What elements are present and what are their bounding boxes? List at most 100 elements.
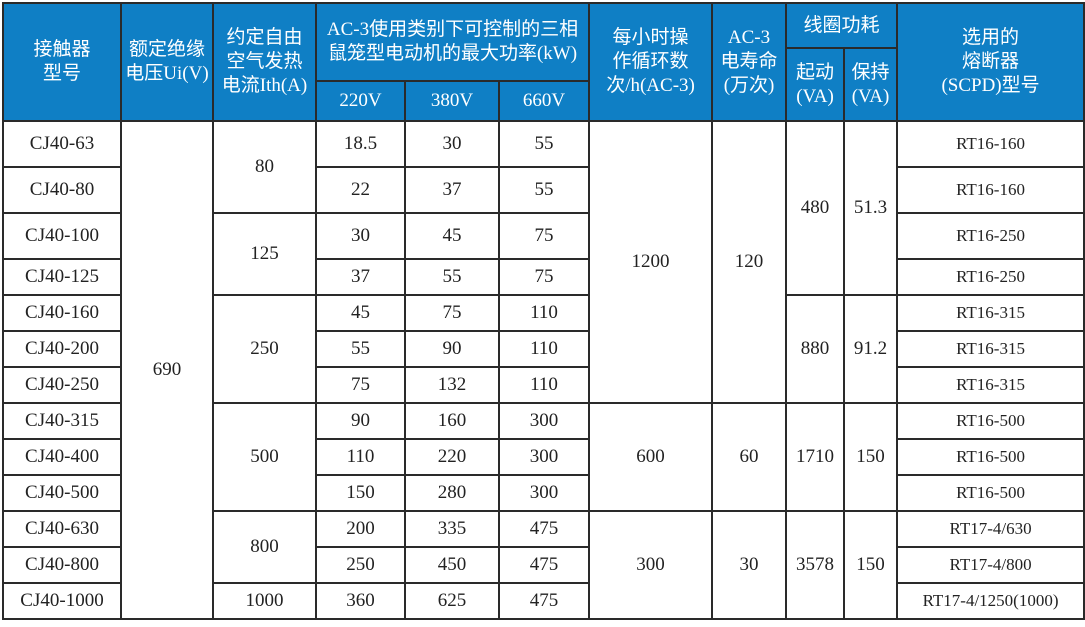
cell-model: CJ40-80 [2, 166, 122, 214]
header-220v: 220V [315, 80, 406, 122]
cell-fuse-type: RT16-160 [896, 120, 1085, 168]
cell-model: CJ40-400 [2, 438, 122, 476]
cell-fuse-type: RT17-4/630 [896, 510, 1085, 548]
cell-power-660v: 300 [497, 402, 591, 440]
cell-power-660v: 475 [497, 546, 591, 584]
cell-power-660v: 55 [497, 166, 591, 214]
cell-fuse-type: RT16-500 [896, 438, 1085, 476]
cell-ops-per-hour: 1200 [588, 120, 714, 404]
table-row: CJ40-125 37 55 75 RT16-250 [2, 258, 1085, 296]
header-ops-per-hour: 每小时操 作循环数 次/h(AC-3) [588, 2, 714, 122]
header-fuse-type: 选用的 熔断器 (SCPD)型号 [896, 2, 1085, 122]
cell-coil-start-va: 880 [785, 294, 846, 404]
cell-coil-start-va: 1710 [785, 402, 846, 512]
header-electrical-life: AC-3 电寿命 (万次) [711, 2, 788, 122]
cell-power-380v: 625 [404, 582, 500, 620]
cell-model: CJ40-1000 [2, 582, 122, 620]
cell-power-380v: 90 [404, 330, 500, 368]
cell-power-220v: 45 [315, 294, 406, 332]
cell-fuse-type: RT16-315 [896, 294, 1085, 332]
cell-power-380v: 45 [404, 212, 500, 260]
cell-fuse-type: RT17-4/1250(1000) [896, 582, 1085, 620]
cell-power-220v: 90 [315, 402, 406, 440]
cell-power-660v: 110 [497, 330, 591, 368]
table-body: CJ40-63 690 80 18.5 30 55 1200 120 480 5… [2, 120, 1085, 620]
cell-model: CJ40-125 [2, 258, 122, 296]
cell-ops-per-hour: 300 [588, 510, 714, 620]
table-row: CJ40-250 75 132 110 RT16-315 [2, 366, 1085, 404]
table-row: CJ40-100 125 30 45 75 RT16-250 [2, 212, 1085, 296]
cell-power-660v: 110 [497, 366, 591, 404]
cell-fuse-type: RT16-500 [896, 474, 1085, 512]
header-660v: 660V [497, 80, 591, 122]
cell-model: CJ40-630 [2, 510, 122, 548]
cell-fuse-type: RT16-160 [896, 166, 1085, 214]
cell-fuse-type: RT16-250 [896, 212, 1085, 260]
cell-power-660v: 300 [497, 438, 591, 476]
cell-coil-start-va: 480 [785, 120, 846, 296]
cell-model: CJ40-315 [2, 402, 122, 440]
cell-ith: 250 [212, 294, 317, 404]
cell-power-220v: 150 [315, 474, 406, 512]
cell-power-220v: 30 [315, 212, 406, 260]
cell-power-220v: 75 [315, 366, 406, 404]
table-row: CJ40-400 110 220 300 RT16-500 [2, 438, 1085, 476]
table-row: CJ40-315 500 90 160 300 600 60 1710 150 … [2, 402, 1085, 512]
cell-power-220v: 110 [315, 438, 406, 476]
cell-ith: 80 [212, 120, 317, 214]
header-row-2: 起动 (VA) 保持 (VA) [3, 47, 1084, 122]
cell-model: CJ40-250 [2, 366, 122, 404]
header-max-power: AC-3使用类别下可控制的三相 鼠笼型电动机的最大功率(kW) [314, 2, 591, 82]
table-row: CJ40-1000 1000 360 625 475 RT17-4/1250(1… [2, 582, 1085, 620]
header-row-1: 接触器 型号 额定绝缘 电压Ui(V) 约定自由 空气发热 电流Ith(A) A… [2, 2, 1085, 122]
table-row: CJ40-630 800 200 335 475 300 30 3578 150… [2, 510, 1085, 620]
cell-model: CJ40-100 [2, 212, 122, 260]
header-coil-hold-va: 保持 (VA) [843, 47, 899, 122]
cell-power-660v: 475 [497, 582, 591, 620]
cell-fuse-type: RT17-4/800 [896, 546, 1085, 584]
cell-fuse-type: RT16-315 [896, 330, 1085, 368]
cell-coil-hold-va: 51.3 [843, 120, 899, 296]
cell-fuse-type: RT16-500 [896, 402, 1085, 440]
cell-coil-start-va: 3578 [785, 510, 846, 620]
table-header: 接触器 型号 额定绝缘 电压Ui(V) 约定自由 空气发热 电流Ith(A) A… [2, 2, 1085, 122]
cell-power-660v: 55 [497, 120, 591, 168]
cell-coil-hold-va: 150 [843, 402, 899, 512]
cell-power-660v: 75 [497, 258, 591, 296]
cell-power-380v: 220 [404, 438, 500, 476]
cell-power-660v: 75 [497, 212, 591, 260]
cell-ith: 800 [212, 510, 317, 584]
header-row-3: 220V 380V 660V [3, 80, 1084, 122]
table-row: CJ40-160 250 45 75 110 880 91.2 RT16-315 [2, 294, 1085, 404]
cell-fuse-type: RT16-250 [896, 258, 1085, 296]
cell-power-660v: 300 [497, 474, 591, 512]
header-rated-insulation-voltage: 额定绝缘 电压Ui(V) [120, 2, 214, 122]
cell-power-660v: 475 [497, 510, 591, 548]
header-coil-start-va: 起动 (VA) [785, 47, 846, 122]
cell-coil-hold-va: 91.2 [843, 294, 899, 404]
cell-electrical-life: 120 [711, 120, 788, 404]
cell-power-380v: 160 [404, 402, 500, 440]
cell-coil-hold-va: 150 [843, 510, 899, 620]
cell-electrical-life: 60 [711, 402, 788, 512]
cell-model: CJ40-160 [2, 294, 122, 332]
cell-power-380v: 75 [404, 294, 500, 332]
table-row: CJ40-63 690 80 18.5 30 55 1200 120 480 5… [2, 120, 1085, 620]
table-row: CJ40-800 250 450 475 RT17-4/800 [2, 546, 1085, 584]
cell-power-380v: 55 [404, 258, 500, 296]
table-row: CJ40-500 150 280 300 RT16-500 [2, 474, 1085, 512]
table-row: CJ40-80 22 37 55 RT16-160 [2, 166, 1085, 214]
cell-electrical-life: 30 [711, 510, 788, 620]
cell-power-660v: 110 [497, 294, 591, 332]
cell-ith: 500 [212, 402, 317, 512]
header-380v: 380V [404, 80, 500, 122]
cell-power-380v: 37 [404, 166, 500, 214]
header-coil-power: 线圈功耗 [785, 2, 899, 49]
cell-power-220v: 22 [315, 166, 406, 214]
cell-power-380v: 132 [404, 366, 500, 404]
cell-model: CJ40-500 [2, 474, 122, 512]
table-row: CJ40-200 55 90 110 RT16-315 [2, 330, 1085, 368]
cell-power-380v: 30 [404, 120, 500, 168]
cell-power-380v: 450 [404, 546, 500, 584]
